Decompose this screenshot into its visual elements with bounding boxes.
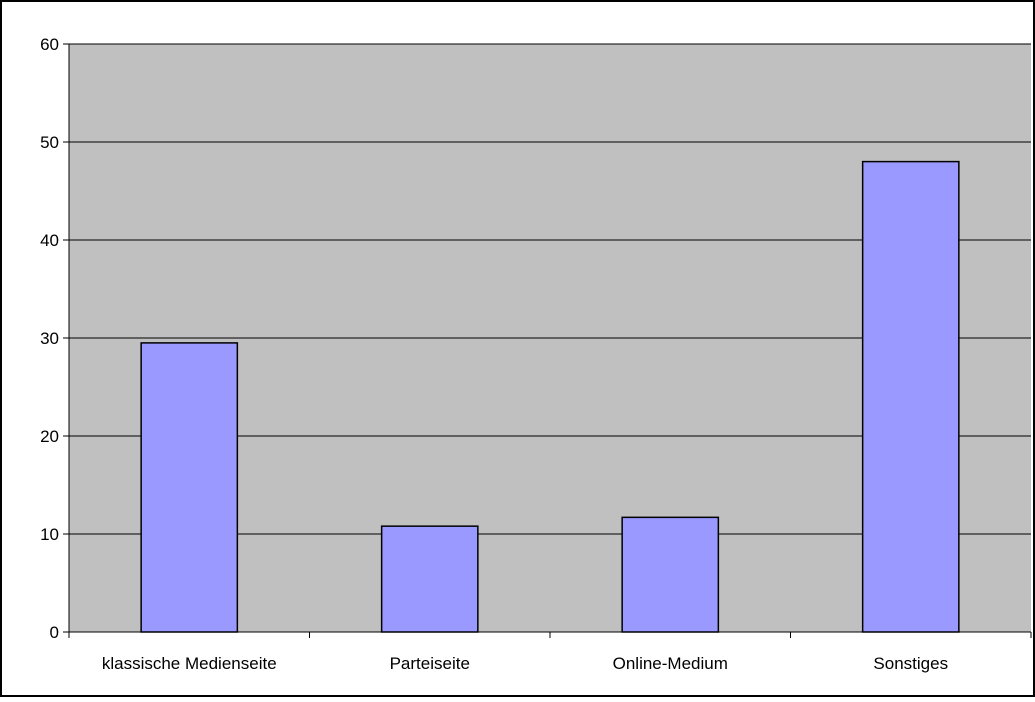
- y-tick-label: 30: [40, 329, 59, 348]
- x-tick-label: klassische Medienseite: [102, 654, 277, 673]
- x-tick-label: Parteiseite: [390, 654, 470, 673]
- x-tick-label: Online-Medium: [613, 654, 728, 673]
- bar-parteiseite: [380, 525, 479, 633]
- x-tick-label: Sonstiges: [873, 654, 948, 673]
- y-tick-label: 20: [40, 427, 59, 446]
- y-tick-label: 0: [50, 623, 59, 642]
- y-tick-label: 40: [40, 231, 59, 250]
- y-tick-label: 50: [40, 133, 59, 152]
- bar-sonstiges: [861, 160, 960, 633]
- axes: [63, 43, 1032, 638]
- bar-online-medium: [621, 516, 720, 633]
- bar-klassische-medienseite: [140, 342, 239, 633]
- y-tick-label: 60: [40, 35, 59, 54]
- y-tick-label: 10: [40, 525, 59, 544]
- x-tick-labels: klassische Medienseite Parteiseite Online-…: [102, 654, 948, 673]
- y-tick-labels: 0 10 20 30 40 50 60: [40, 35, 59, 642]
- bars: [140, 160, 960, 633]
